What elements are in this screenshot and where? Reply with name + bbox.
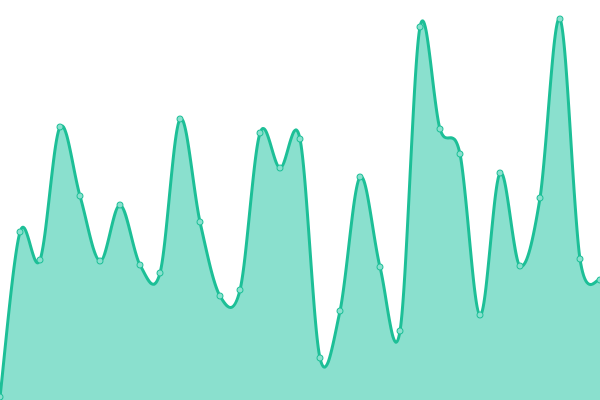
data-point[interactable] — [556, 15, 564, 23]
data-point[interactable] — [176, 115, 184, 123]
data-point[interactable] — [436, 125, 444, 133]
data-point[interactable] — [0, 393, 4, 400]
data-point[interactable] — [396, 327, 404, 335]
data-point[interactable] — [116, 201, 124, 209]
data-point[interactable] — [596, 276, 600, 284]
data-point[interactable] — [536, 194, 544, 202]
data-point[interactable] — [216, 292, 224, 300]
data-point[interactable] — [476, 311, 484, 319]
data-point[interactable] — [156, 269, 164, 277]
data-point[interactable] — [236, 286, 244, 294]
data-point[interactable] — [376, 263, 384, 271]
data-point[interactable] — [196, 218, 204, 226]
data-point[interactable] — [96, 257, 104, 265]
data-point[interactable] — [136, 261, 144, 269]
data-point[interactable] — [316, 354, 324, 362]
data-point[interactable] — [576, 255, 584, 263]
data-point[interactable] — [76, 192, 84, 200]
data-point[interactable] — [276, 164, 284, 172]
data-point[interactable] — [416, 23, 424, 31]
data-point[interactable] — [516, 262, 524, 270]
data-point[interactable] — [356, 173, 364, 181]
data-point[interactable] — [36, 256, 44, 264]
area-fill — [0, 18, 600, 400]
data-point[interactable] — [296, 135, 304, 143]
data-point[interactable] — [496, 169, 504, 177]
data-point[interactable] — [16, 228, 24, 236]
data-point[interactable] — [56, 123, 64, 131]
data-point[interactable] — [456, 150, 464, 158]
data-point[interactable] — [336, 307, 344, 315]
data-point[interactable] — [256, 129, 264, 137]
